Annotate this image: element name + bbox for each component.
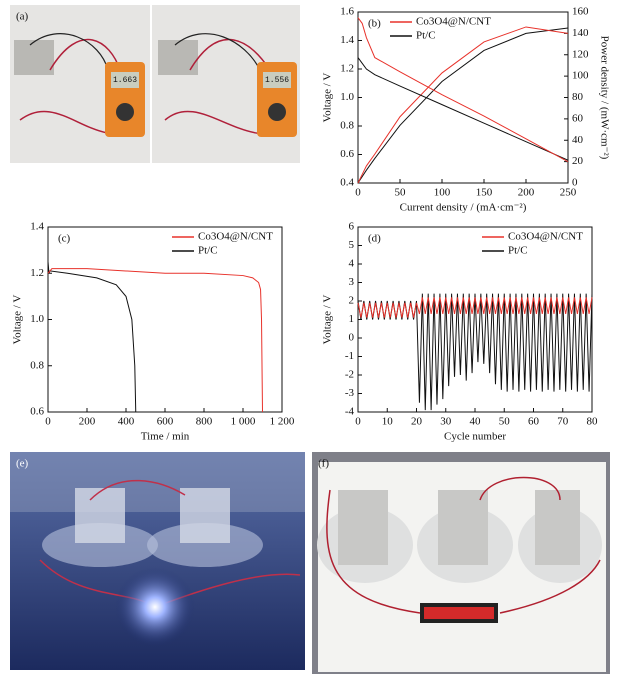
y-tick-label: 0.8 (30, 359, 44, 371)
x-tick-label: 50 (395, 187, 407, 199)
y-tick-label: 0.6 (30, 406, 44, 418)
legend-label: Pt/C (198, 245, 218, 257)
y2-tick-label: 60 (572, 112, 584, 124)
y-tick-label: 6 (349, 221, 355, 233)
y-tick-label: 0.4 (340, 177, 354, 189)
x-tick-label: 600 (157, 416, 174, 428)
y-tick-label: 0.8 (340, 120, 354, 132)
y2-tick-label: 160 (572, 6, 589, 18)
x-tick-label: 200 (518, 187, 535, 199)
photo-f: (f) (312, 452, 610, 674)
series-line (357, 57, 569, 161)
y-tick-label: 4 (349, 258, 355, 270)
x-tick-label: 0 (355, 187, 361, 199)
series-line (357, 26, 569, 184)
y2-tick-label: 40 (572, 134, 584, 146)
y-axis-label: Voltage / V (322, 295, 334, 345)
series-line (47, 261, 137, 413)
y-tick-label: -1 (345, 350, 354, 362)
y-tick-label: 1 (349, 313, 355, 325)
y2-tick-label: 20 (572, 155, 584, 167)
x-tick-label: 30 (440, 416, 452, 428)
x-axis-label: Time / min (141, 431, 190, 443)
x-tick-label: 50 (499, 416, 511, 428)
y-tick-label: 2 (349, 295, 355, 307)
legend-label: Pt/C (416, 30, 436, 42)
plot-frame (357, 226, 593, 413)
meter-reading: 1.556 (265, 76, 289, 85)
x-tick-label: 150 (476, 187, 493, 199)
panel-label: (f) (318, 458, 329, 470)
x-tick-label: 0 (355, 416, 361, 428)
panel-label: (e) (16, 458, 29, 470)
y-tick-label: 1.4 (30, 221, 44, 233)
x-tick-label: 10 (382, 416, 394, 428)
y-tick-label: 5 (349, 239, 355, 251)
x-tick-label: 100 (434, 187, 451, 199)
x-tick-label: 60 (528, 416, 540, 428)
plot-frame (357, 11, 569, 184)
x-axis-label: Current density / (mA·cm⁻²) (400, 202, 527, 214)
series-line (357, 17, 569, 163)
y-tick-label: 0.6 (340, 148, 354, 160)
series-line (357, 297, 593, 318)
series-line (47, 268, 263, 413)
x-tick-label: 200 (79, 416, 96, 428)
x-tick-label: 800 (196, 416, 213, 428)
legend-label: Co3O4@N/CNT (416, 16, 491, 28)
x-tick-label: 20 (411, 416, 423, 428)
y-tick-label: -4 (345, 406, 355, 418)
y-tick-label: 1.4 (340, 34, 354, 46)
y-axis-label: Voltage / V (322, 73, 334, 123)
y-tick-label: 1.0 (340, 91, 354, 103)
x-tick-label: 1 000 (231, 416, 256, 428)
y2-tick-label: 100 (572, 70, 589, 82)
x-tick-label: 250 (560, 187, 577, 199)
y-tick-label: 1.2 (340, 63, 354, 75)
x-tick-label: 1 200 (270, 416, 295, 428)
x-axis-label: Cycle number (444, 431, 506, 443)
photo-a: 1.663 1.556 (a) (10, 5, 300, 163)
y2-axis-label: Power density / (mW·cm⁻²) (598, 36, 610, 160)
x-tick-label: 80 (587, 416, 599, 428)
legend-label: Co3O4@N/CNT (198, 231, 273, 243)
y-tick-label: 0 (349, 332, 355, 344)
y-axis-label: Voltage / V (12, 295, 24, 345)
panel-label: (a) (16, 11, 29, 23)
panel-label: (b) (368, 18, 381, 30)
y2-tick-label: 120 (572, 48, 589, 60)
photo-e: (e) (10, 452, 305, 670)
series-line (357, 27, 569, 184)
series-line (357, 293, 593, 411)
y2-tick-label: 140 (572, 27, 589, 39)
x-tick-label: 70 (557, 416, 569, 428)
y-tick-label: 1.6 (340, 6, 354, 18)
y-tick-label: -3 (345, 387, 355, 399)
meter-reading: 1.663 (113, 76, 137, 85)
y-tick-label: -2 (345, 369, 354, 381)
y-tick-label: 1.2 (30, 267, 44, 279)
y-tick-label: 3 (349, 276, 355, 288)
x-tick-label: 400 (118, 416, 135, 428)
legend-label: Pt/C (508, 245, 528, 257)
legend-label: Co3O4@N/CNT (508, 231, 583, 243)
y2-tick-label: 0 (572, 177, 578, 189)
x-tick-label: 0 (45, 416, 51, 428)
panel-label: (d) (368, 233, 381, 245)
y2-tick-label: 80 (572, 91, 584, 103)
plot-frame (47, 226, 283, 413)
y-tick-label: 1.0 (30, 313, 44, 325)
x-tick-label: 40 (470, 416, 482, 428)
panel-label: (c) (58, 233, 71, 245)
